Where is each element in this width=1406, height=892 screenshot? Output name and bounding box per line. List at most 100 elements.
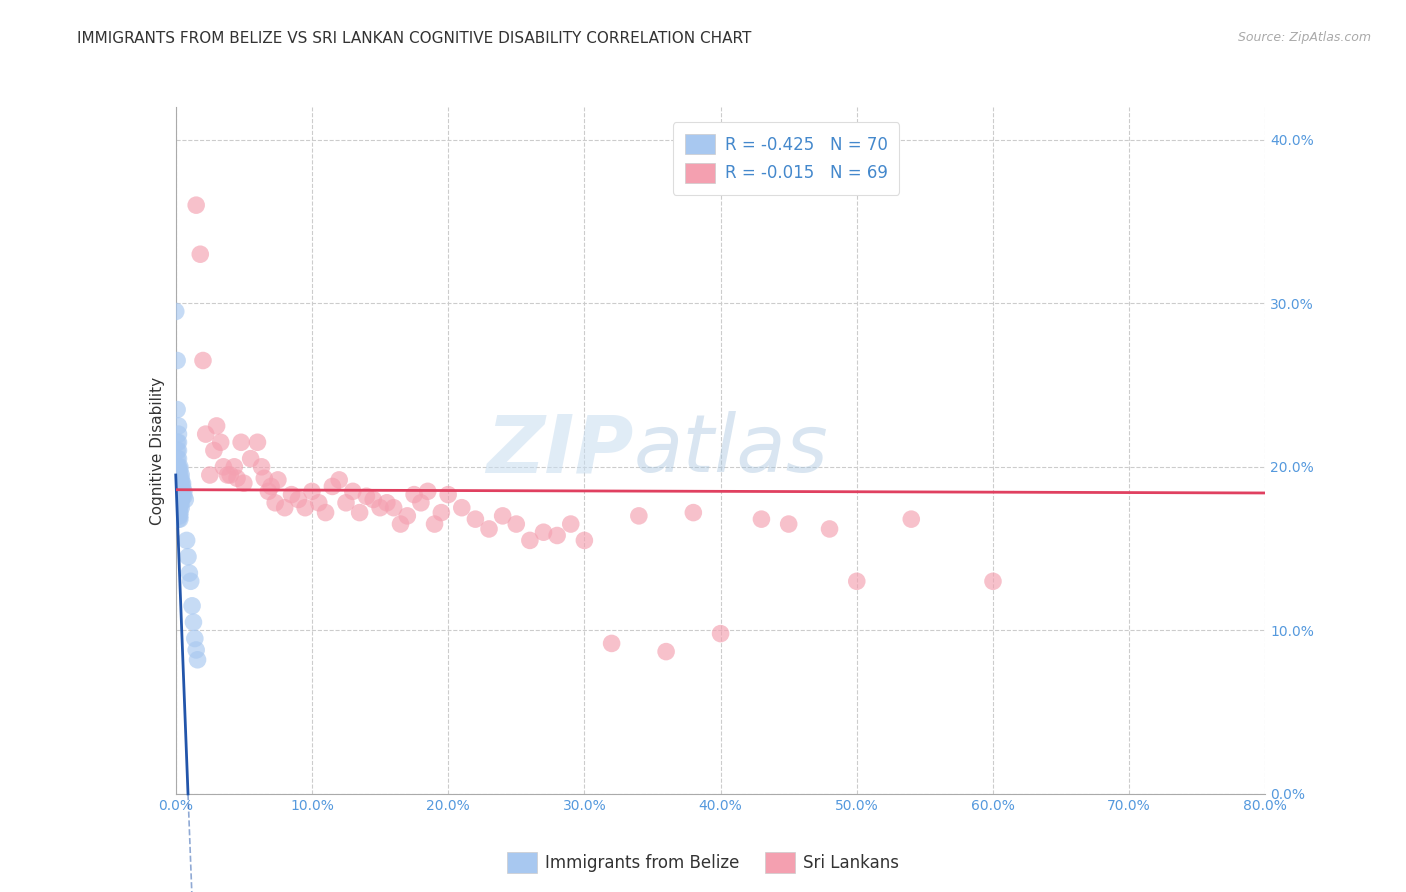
Point — [167, 504, 190, 518]
Point — [560, 516, 582, 531]
Point — [167, 489, 190, 503]
Point — [368, 500, 391, 515]
Point — [464, 512, 486, 526]
Point — [264, 496, 287, 510]
Point — [294, 500, 316, 515]
Point — [169, 496, 191, 510]
Point — [166, 435, 188, 450]
Point — [219, 467, 242, 482]
Point — [246, 435, 269, 450]
Point — [169, 476, 191, 491]
Point — [328, 473, 350, 487]
Point — [169, 463, 191, 477]
Point — [174, 492, 197, 507]
Point — [170, 489, 193, 503]
Point — [600, 636, 623, 650]
Point — [166, 353, 188, 368]
Point — [170, 476, 193, 491]
Point — [166, 459, 188, 474]
Point — [188, 247, 211, 261]
Point — [183, 615, 205, 630]
Point — [170, 500, 193, 515]
Point — [900, 512, 922, 526]
Point — [546, 528, 568, 542]
Point — [492, 508, 515, 523]
Point — [167, 471, 190, 485]
Point — [167, 443, 190, 458]
Point — [533, 525, 555, 540]
Point — [186, 198, 208, 212]
Point — [260, 479, 283, 493]
Point — [167, 484, 190, 499]
Point — [176, 533, 198, 548]
Point — [778, 516, 800, 531]
Point — [167, 492, 190, 507]
Point — [166, 471, 188, 485]
Point — [186, 643, 208, 657]
Y-axis label: Cognitive Disability: Cognitive Disability — [149, 376, 165, 524]
Point — [209, 435, 232, 450]
Point — [169, 479, 191, 493]
Point — [250, 459, 273, 474]
Point — [170, 467, 193, 482]
Point — [375, 496, 398, 510]
Point — [287, 492, 309, 507]
Point — [845, 574, 868, 589]
Point — [167, 463, 190, 477]
Point — [173, 489, 195, 503]
Point — [166, 451, 188, 466]
Point — [180, 574, 202, 589]
Point — [170, 484, 193, 499]
Point — [267, 473, 290, 487]
Text: ZIP: ZIP — [486, 411, 633, 490]
Point — [409, 496, 432, 510]
Point — [167, 500, 190, 515]
Point — [321, 479, 343, 493]
Text: Source: ZipAtlas.com: Source: ZipAtlas.com — [1237, 31, 1371, 45]
Point — [349, 506, 371, 520]
Point — [166, 443, 188, 458]
Point — [280, 487, 302, 501]
Point — [450, 500, 472, 515]
Point — [212, 459, 235, 474]
Point — [166, 402, 188, 417]
Point — [172, 476, 194, 491]
Point — [170, 492, 193, 507]
Point — [184, 632, 207, 646]
Point — [382, 500, 405, 515]
Point — [274, 500, 297, 515]
Point — [519, 533, 541, 548]
Point — [179, 566, 201, 580]
Point — [170, 473, 193, 487]
Point — [396, 508, 419, 523]
Point — [437, 487, 460, 501]
Point — [167, 451, 190, 466]
Point — [170, 496, 193, 510]
Point — [430, 506, 453, 520]
Point — [404, 487, 426, 501]
Point — [226, 471, 249, 485]
Point — [253, 471, 276, 485]
Point — [166, 467, 188, 482]
Point — [186, 653, 209, 667]
Point — [232, 476, 254, 491]
Point — [361, 492, 384, 507]
Point — [167, 467, 190, 482]
Point — [169, 500, 191, 515]
Point — [416, 484, 439, 499]
Point — [335, 496, 357, 510]
Point — [172, 479, 194, 493]
Point — [224, 459, 246, 474]
Legend: Immigrants from Belize, Sri Lankans: Immigrants from Belize, Sri Lankans — [501, 846, 905, 880]
Point — [505, 516, 527, 531]
Point — [194, 427, 217, 442]
Point — [231, 435, 253, 450]
Point — [627, 508, 650, 523]
Point — [205, 418, 228, 433]
Point — [198, 467, 221, 482]
Point — [169, 489, 191, 503]
Point — [342, 484, 364, 499]
Point — [818, 522, 841, 536]
Point — [202, 443, 225, 458]
Point — [169, 473, 191, 487]
